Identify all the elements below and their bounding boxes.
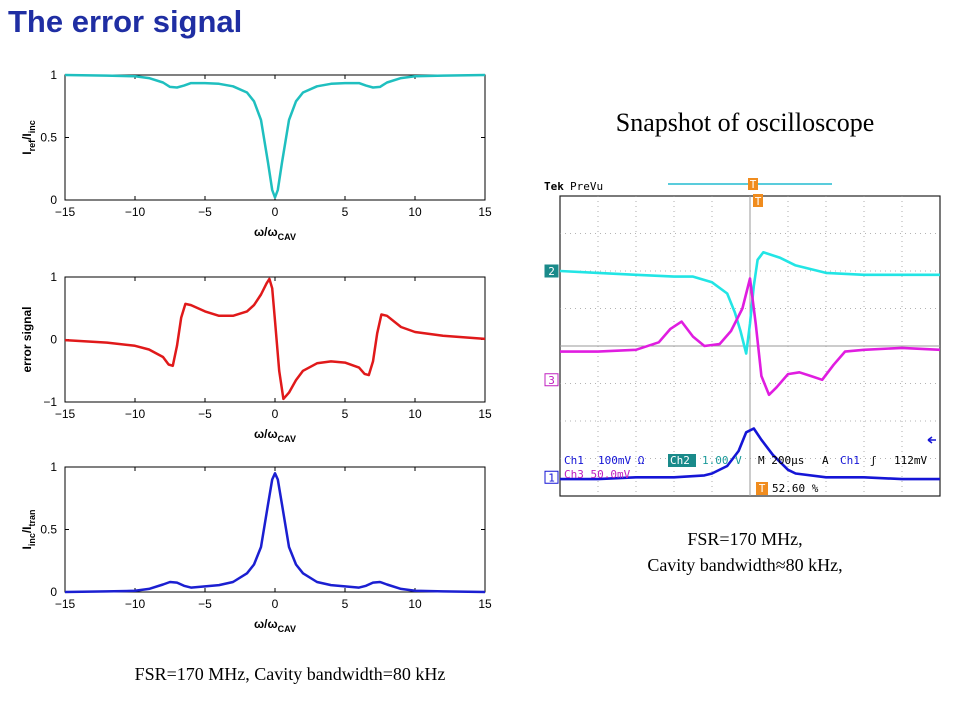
position-trigger-label: T	[759, 482, 766, 495]
scope-caption-line-1: FSR=170 MHz,	[687, 529, 803, 549]
y-tick-label: −1	[43, 395, 57, 409]
scope-brand: Tek	[544, 180, 564, 193]
acquisition-mode: A	[822, 454, 829, 467]
ch1-marker	[544, 470, 559, 484]
ch1-scale: 100mV Ω	[598, 454, 645, 467]
axes-box	[64, 74, 486, 201]
axes-box	[64, 276, 486, 403]
x-tick-label: 0	[272, 205, 279, 219]
y-axis-label: Iref/Iinc	[20, 120, 37, 155]
trace-ch2	[559, 251, 940, 355]
y-axis-label: Iinc/Itran	[20, 509, 37, 549]
x-tick-label: −10	[125, 205, 146, 219]
ch3-marker-label: 3	[548, 374, 555, 387]
series-line	[64, 472, 486, 594]
scope-caption-line-2: Cavity bandwidth≈80 kHz,	[647, 555, 843, 575]
horizontal-position: 52.60 %	[772, 482, 819, 495]
ch2-marker-label: 2	[548, 265, 555, 278]
x-tick-label: 5	[342, 407, 349, 421]
trigger-level-arrow-icon	[927, 436, 936, 444]
x-tick-label: 15	[478, 205, 492, 219]
scope-caption: FSR=170 MHz, Cavity bandwidth≈80 kHz,	[560, 526, 930, 578]
x-tick-label: −15	[55, 205, 76, 219]
slide-title: The error signal	[8, 4, 243, 39]
series-line	[64, 277, 486, 401]
y-tick-label: 0.5	[40, 131, 57, 145]
x-tick-label: −5	[198, 205, 212, 219]
y-tick-label: 1	[50, 460, 57, 474]
x-tick-label: 0	[272, 407, 279, 421]
scope-mode: PreVu	[570, 180, 603, 193]
x-tick-label: 15	[478, 407, 492, 421]
x-axis-label: ω/ωCAV	[254, 225, 296, 242]
ch3-marker	[544, 373, 559, 387]
plot-area: −15 −10 −5 0 5 10 15 0 0.5 1 ω/ωCAV Iref/Iinc	[20, 68, 492, 242]
y-tick-label: 0	[50, 333, 57, 347]
x-tick-label: 15	[478, 597, 492, 611]
scope-title: Snapshot of oscilloscope	[615, 108, 875, 137]
ch2-label: Ch2	[670, 454, 690, 467]
ch2-marker	[544, 264, 559, 278]
trigger-point-marker	[753, 194, 763, 207]
x-tick-label: −5	[198, 597, 212, 611]
trace-ch3	[560, 277, 941, 397]
x-axis-label: ω/ωCAV	[254, 617, 296, 634]
ch2-label-bg	[668, 454, 696, 467]
y-tick-label: 1	[50, 270, 57, 284]
ch1-label: Ch1	[564, 454, 584, 467]
x-tick-label: −15	[55, 407, 76, 421]
y-tick-label: 1	[50, 68, 57, 82]
x-tick-label: 0	[272, 597, 279, 611]
series-line	[64, 73, 486, 199]
ch1-marker-label: 1	[548, 471, 555, 484]
plot-area: −15 −10 −5 0 5 10 15 0 0.5 1 ω/ωCAV Iinc/Itran	[20, 460, 492, 634]
y-tick-label: 0	[50, 585, 57, 599]
y-axis-label: error signal	[20, 306, 34, 372]
trigger-slope-icon: ʃ	[870, 454, 877, 467]
transmission-chart: −15 −10 −5 0 5 10 15 0 0.5 1 ω/ωCAV Iinc/Itran	[20, 460, 492, 634]
y-tick-label: 0.5	[40, 523, 57, 537]
ch3-scale: Ch3 50.0mV	[564, 468, 631, 481]
trigger-point-label: T	[755, 195, 762, 208]
trigger-source: Ch1	[840, 454, 860, 467]
x-tick-label: 5	[342, 205, 349, 219]
x-axis-label: ω/ωCAV	[254, 427, 296, 444]
x-tick-label: 10	[408, 205, 422, 219]
trace-ch1	[560, 427, 940, 481]
trigger-level: 112mV	[894, 454, 927, 467]
axes-box	[64, 466, 486, 593]
y-tick-label: 0	[50, 193, 57, 207]
plots-caption: FSR=170 MHz, Cavity bandwidth=80 kHz	[134, 664, 446, 684]
x-tick-label: 10	[408, 407, 422, 421]
position-trigger-marker	[756, 482, 768, 495]
x-tick-label: 10	[408, 597, 422, 611]
trigger-marker-label: T	[750, 178, 757, 191]
x-tick-label: 5	[342, 597, 349, 611]
timebase: M 200µs	[758, 454, 804, 467]
ch2-scale: 1.00 V	[702, 454, 742, 467]
trigger-position-marker	[748, 178, 758, 190]
reflection-chart: −15 −10 −5 0 5 10 15 0 0.5 1 ω/ωCAV Iref/Iinc	[20, 68, 492, 242]
x-tick-label: −5	[198, 407, 212, 421]
x-tick-label: −10	[125, 597, 146, 611]
x-tick-label: −10	[125, 407, 146, 421]
x-tick-label: −15	[55, 597, 76, 611]
